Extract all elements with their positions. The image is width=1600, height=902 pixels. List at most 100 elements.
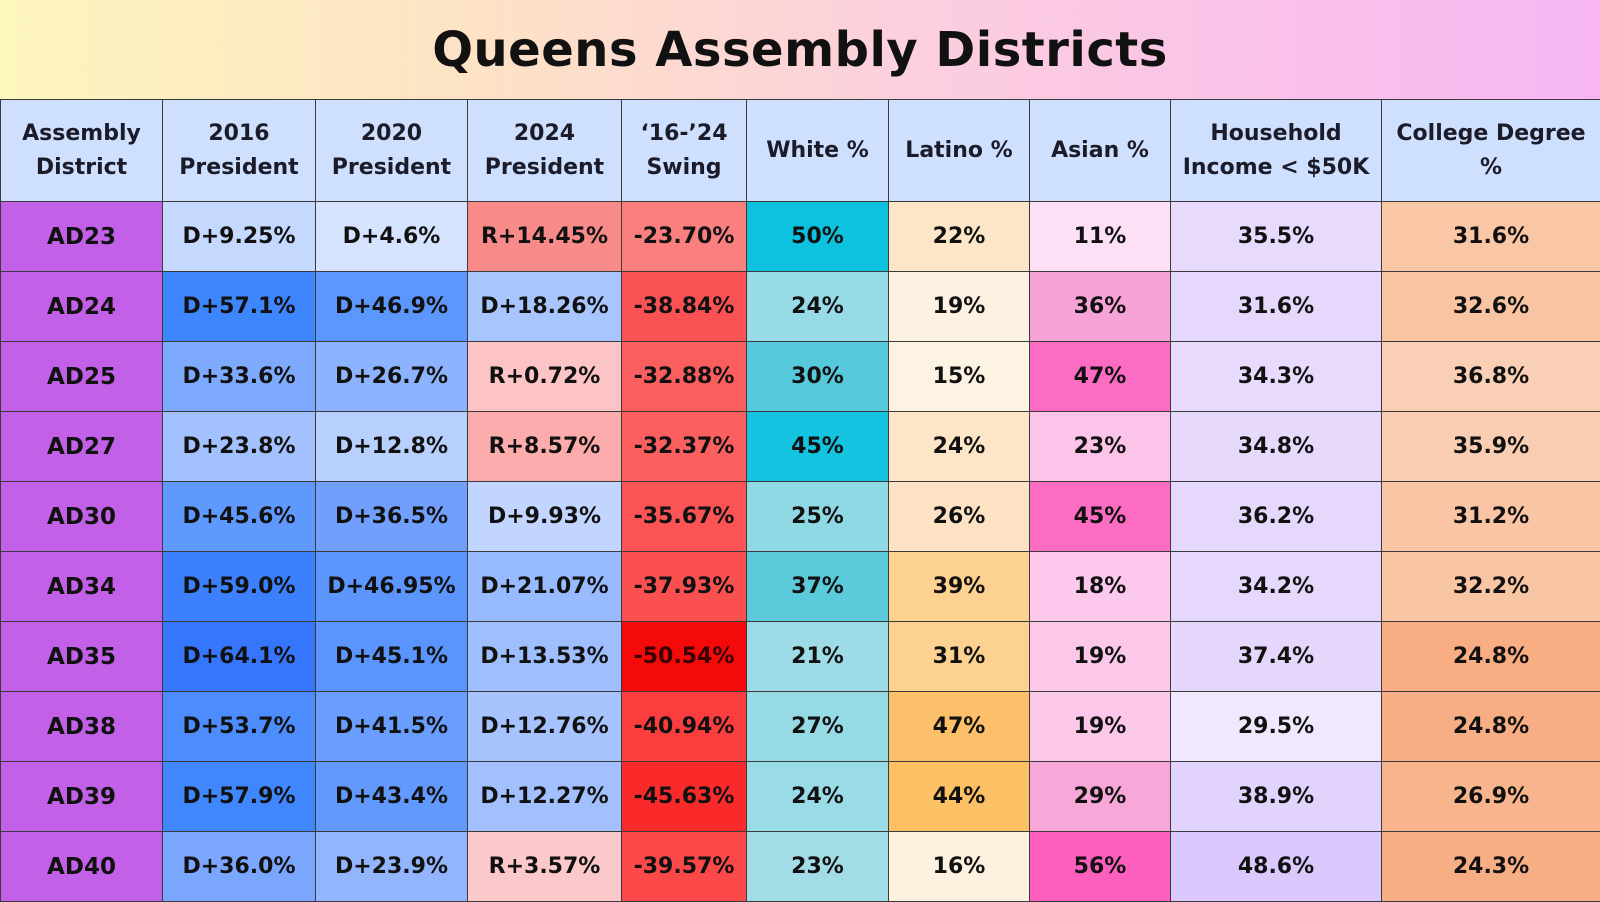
table-cell: 47%	[889, 692, 1030, 762]
col-header-2020-president: 2020 President	[316, 100, 468, 202]
table-cell: 34.8%	[1171, 412, 1382, 482]
district-cell: AD23	[1, 202, 163, 272]
col-header-2024-president: 2024 President	[468, 100, 622, 202]
table-cell: 35.5%	[1171, 202, 1382, 272]
district-cell: AD27	[1, 412, 163, 482]
page-title: Queens Assembly Districts	[0, 0, 1600, 100]
table-cell: -32.37%	[622, 412, 747, 482]
table-row: AD23 D+9.25% D+4.6% R+14.45% -23.70% 50%…	[1, 202, 1600, 272]
table-cell: 29.5%	[1171, 692, 1382, 762]
table-cell: -50.54%	[622, 622, 747, 692]
col-header-asian-pct: Asian %	[1030, 100, 1171, 202]
table-cell: 30%	[747, 342, 889, 412]
col-header-latino-pct: Latino %	[889, 100, 1030, 202]
table-cell: R+8.57%	[468, 412, 622, 482]
table-cell: 19%	[1030, 692, 1171, 762]
table-cell: 36.8%	[1382, 342, 1600, 412]
table-cell: 24.8%	[1382, 692, 1600, 762]
col-header-2016-president: 2016 President	[163, 100, 316, 202]
table-cell: D+26.7%	[316, 342, 468, 412]
table-cell: D+41.5%	[316, 692, 468, 762]
col-header-college-degree: College Degree %	[1382, 100, 1600, 202]
table-cell: 47%	[1030, 342, 1171, 412]
table-cell: R+14.45%	[468, 202, 622, 272]
table-cell: R+3.57%	[468, 832, 622, 902]
table-cell: 26%	[889, 482, 1030, 552]
district-cell: AD25	[1, 342, 163, 412]
table-cell: D+12.8%	[316, 412, 468, 482]
district-cell: AD35	[1, 622, 163, 692]
table-cell: 36%	[1030, 272, 1171, 342]
table-cell: 24.3%	[1382, 832, 1600, 902]
table-cell: -23.70%	[622, 202, 747, 272]
table-cell: 36.2%	[1171, 482, 1382, 552]
table-cell: 48.6%	[1171, 832, 1382, 902]
table-cell: -32.88%	[622, 342, 747, 412]
table-row: AD30 D+45.6% D+36.5% D+9.93% -35.67% 25%…	[1, 482, 1600, 552]
table-cell: D+12.76%	[468, 692, 622, 762]
col-header-swing: ‘16-’24 Swing	[622, 100, 747, 202]
table-cell: 24%	[747, 762, 889, 832]
table-cell: 38.9%	[1171, 762, 1382, 832]
table-cell: D+9.25%	[163, 202, 316, 272]
table-cell: -35.67%	[622, 482, 747, 552]
table-cell: D+45.1%	[316, 622, 468, 692]
table-cell: D+36.5%	[316, 482, 468, 552]
table-cell: 31.2%	[1382, 482, 1600, 552]
table-cell: 35.9%	[1382, 412, 1600, 482]
table-cell: 15%	[889, 342, 1030, 412]
table-cell: 19%	[889, 272, 1030, 342]
table-cell: 27%	[747, 692, 889, 762]
district-cell: AD38	[1, 692, 163, 762]
table-cell: R+0.72%	[468, 342, 622, 412]
table-row: AD39 D+57.9% D+43.4% D+12.27% -45.63% 24…	[1, 762, 1600, 832]
table-cell: D+12.27%	[468, 762, 622, 832]
table-row: AD35 D+64.1% D+45.1% D+13.53% -50.54% 21…	[1, 622, 1600, 692]
table-cell: 18%	[1030, 552, 1171, 622]
table-cell: 39%	[889, 552, 1030, 622]
table-cell: 24%	[747, 272, 889, 342]
table-cell: D+64.1%	[163, 622, 316, 692]
district-cell: AD39	[1, 762, 163, 832]
table-cell: -40.94%	[622, 692, 747, 762]
table-cell: 24.8%	[1382, 622, 1600, 692]
table-cell: D+18.26%	[468, 272, 622, 342]
table-row: AD34 D+59.0% D+46.95% D+21.07% -37.93% 3…	[1, 552, 1600, 622]
table-row: AD27 D+23.8% D+12.8% R+8.57% -32.37% 45%…	[1, 412, 1600, 482]
table-cell: D+43.4%	[316, 762, 468, 832]
table-cell: 25%	[747, 482, 889, 552]
table-cell: 37%	[747, 552, 889, 622]
table-cell: D+36.0%	[163, 832, 316, 902]
table-cell: D+23.9%	[316, 832, 468, 902]
table-cell: D+46.9%	[316, 272, 468, 342]
col-header-household-income: Household Income < $50K	[1171, 100, 1382, 202]
table-cell: D+59.0%	[163, 552, 316, 622]
table-cell: 29%	[1030, 762, 1171, 832]
table-cell: D+13.53%	[468, 622, 622, 692]
table-cell: D+4.6%	[316, 202, 468, 272]
table-cell: D+9.93%	[468, 482, 622, 552]
table-cell: 34.2%	[1171, 552, 1382, 622]
table-cell: D+45.6%	[163, 482, 316, 552]
table-cell: -38.84%	[622, 272, 747, 342]
table-cell: 44%	[889, 762, 1030, 832]
table-cell: 45%	[1030, 482, 1171, 552]
table-cell: 31.6%	[1171, 272, 1382, 342]
table-cell: -39.57%	[622, 832, 747, 902]
table-cell: D+23.8%	[163, 412, 316, 482]
table-cell: 31%	[889, 622, 1030, 692]
table-cell: 26.9%	[1382, 762, 1600, 832]
table-cell: D+53.7%	[163, 692, 316, 762]
table-cell: 21%	[747, 622, 889, 692]
districts-table: Assembly District 2016 President 2020 Pr…	[0, 99, 1600, 902]
district-cell: AD34	[1, 552, 163, 622]
table-cell: 23%	[1030, 412, 1171, 482]
district-cell: AD30	[1, 482, 163, 552]
table-cell: 31.6%	[1382, 202, 1600, 272]
header-row: Assembly District 2016 President 2020 Pr…	[1, 100, 1600, 202]
table-cell: 37.4%	[1171, 622, 1382, 692]
table-cell: 45%	[747, 412, 889, 482]
table-cell: 22%	[889, 202, 1030, 272]
table-cell: 24%	[889, 412, 1030, 482]
col-header-assembly-district: Assembly District	[1, 100, 163, 202]
